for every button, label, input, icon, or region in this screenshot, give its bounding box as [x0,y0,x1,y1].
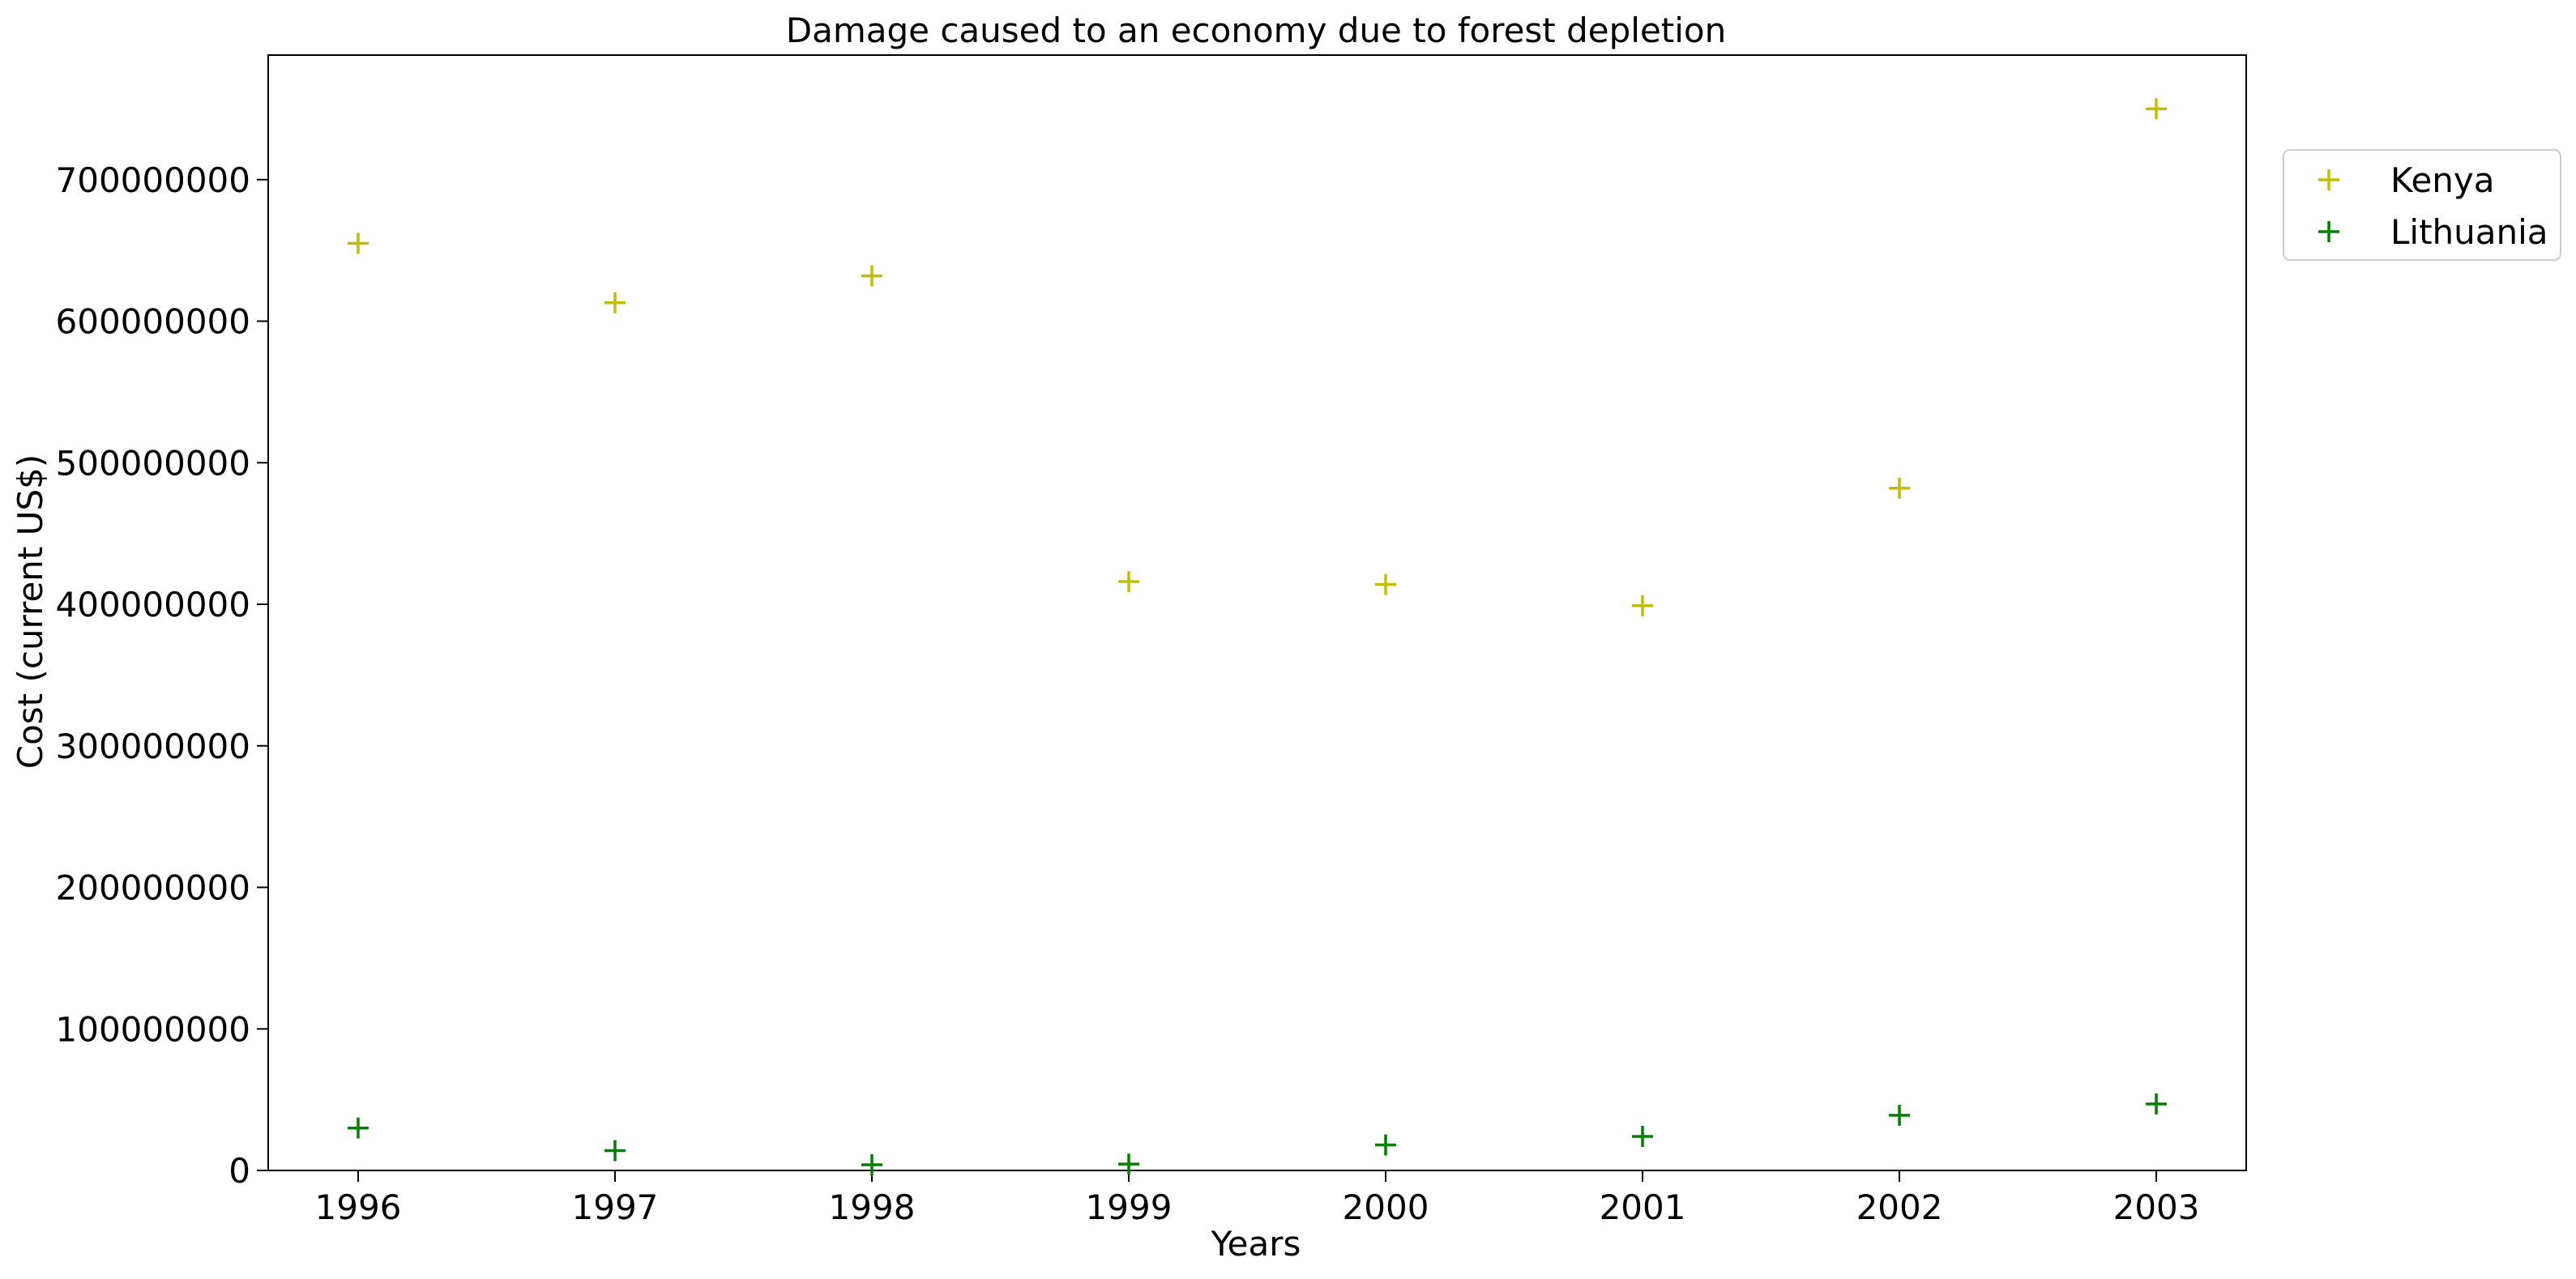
y-tick-label: 700000000 [56,160,251,200]
x-tick-label: 2003 [2113,1187,2200,1227]
x-axis-label: Years [1211,1224,1301,1264]
lithuania-point [861,1154,882,1176]
y-tick-label: 200000000 [56,868,251,908]
y-tick-label: 300000000 [56,727,251,766]
y-tick-label: 100000000 [56,1009,251,1049]
lithuania-point [1117,1153,1139,1175]
legend-frame [2283,149,2561,261]
x-tick-label: 1999 [1086,1187,1173,1227]
lithuania-point [1375,1134,1397,1156]
y-tick-label: 500000000 [56,443,251,483]
legend-marker-kenya [2318,169,2339,190]
kenya-point [861,265,882,287]
y-axis-label: Cost (current US$) [11,454,50,769]
chart-title: Damage caused to an economy due to fores… [786,11,1727,50]
kenya-point [1117,571,1139,593]
x-tick-label: 1997 [572,1187,659,1227]
x-tick-label: 1998 [829,1187,916,1227]
lithuania-point [2146,1093,2168,1115]
y-tick-label: 0 [229,1151,250,1191]
x-tick-label: 2000 [1343,1187,1429,1227]
x-tick-label: 1996 [315,1187,402,1227]
kenya-point [347,232,369,254]
legend-marker-lithuania [2318,221,2339,242]
lithuania-point [604,1140,626,1162]
y-tick-label: 400000000 [56,585,251,625]
y-tick-label: 600000000 [56,302,251,342]
lithuania-point [347,1117,369,1139]
kenya-point [1375,573,1397,595]
legend-label-lithuania: Lithuania [2390,212,2548,252]
x-tick-label: 2002 [1856,1187,1943,1227]
plot-area [267,54,2247,1171]
kenya-point [2146,98,2168,120]
lithuania-point [1889,1104,1911,1126]
kenya-point [604,292,626,313]
x-axis: 1996 1997 1998 1999 2000 2001 2002 2003 [315,1170,2200,1227]
legend: Kenya Lithuania [2283,149,2561,261]
data-points [347,98,2168,1176]
kenya-point [1632,595,1654,616]
legend-label-kenya: Kenya [2390,160,2495,200]
kenya-point [1889,477,1911,499]
y-axis: 0 100000000 200000000 300000000 400000000 500… [56,160,268,1191]
lithuania-point [1632,1126,1654,1148]
x-tick-label: 2001 [1600,1187,1686,1227]
